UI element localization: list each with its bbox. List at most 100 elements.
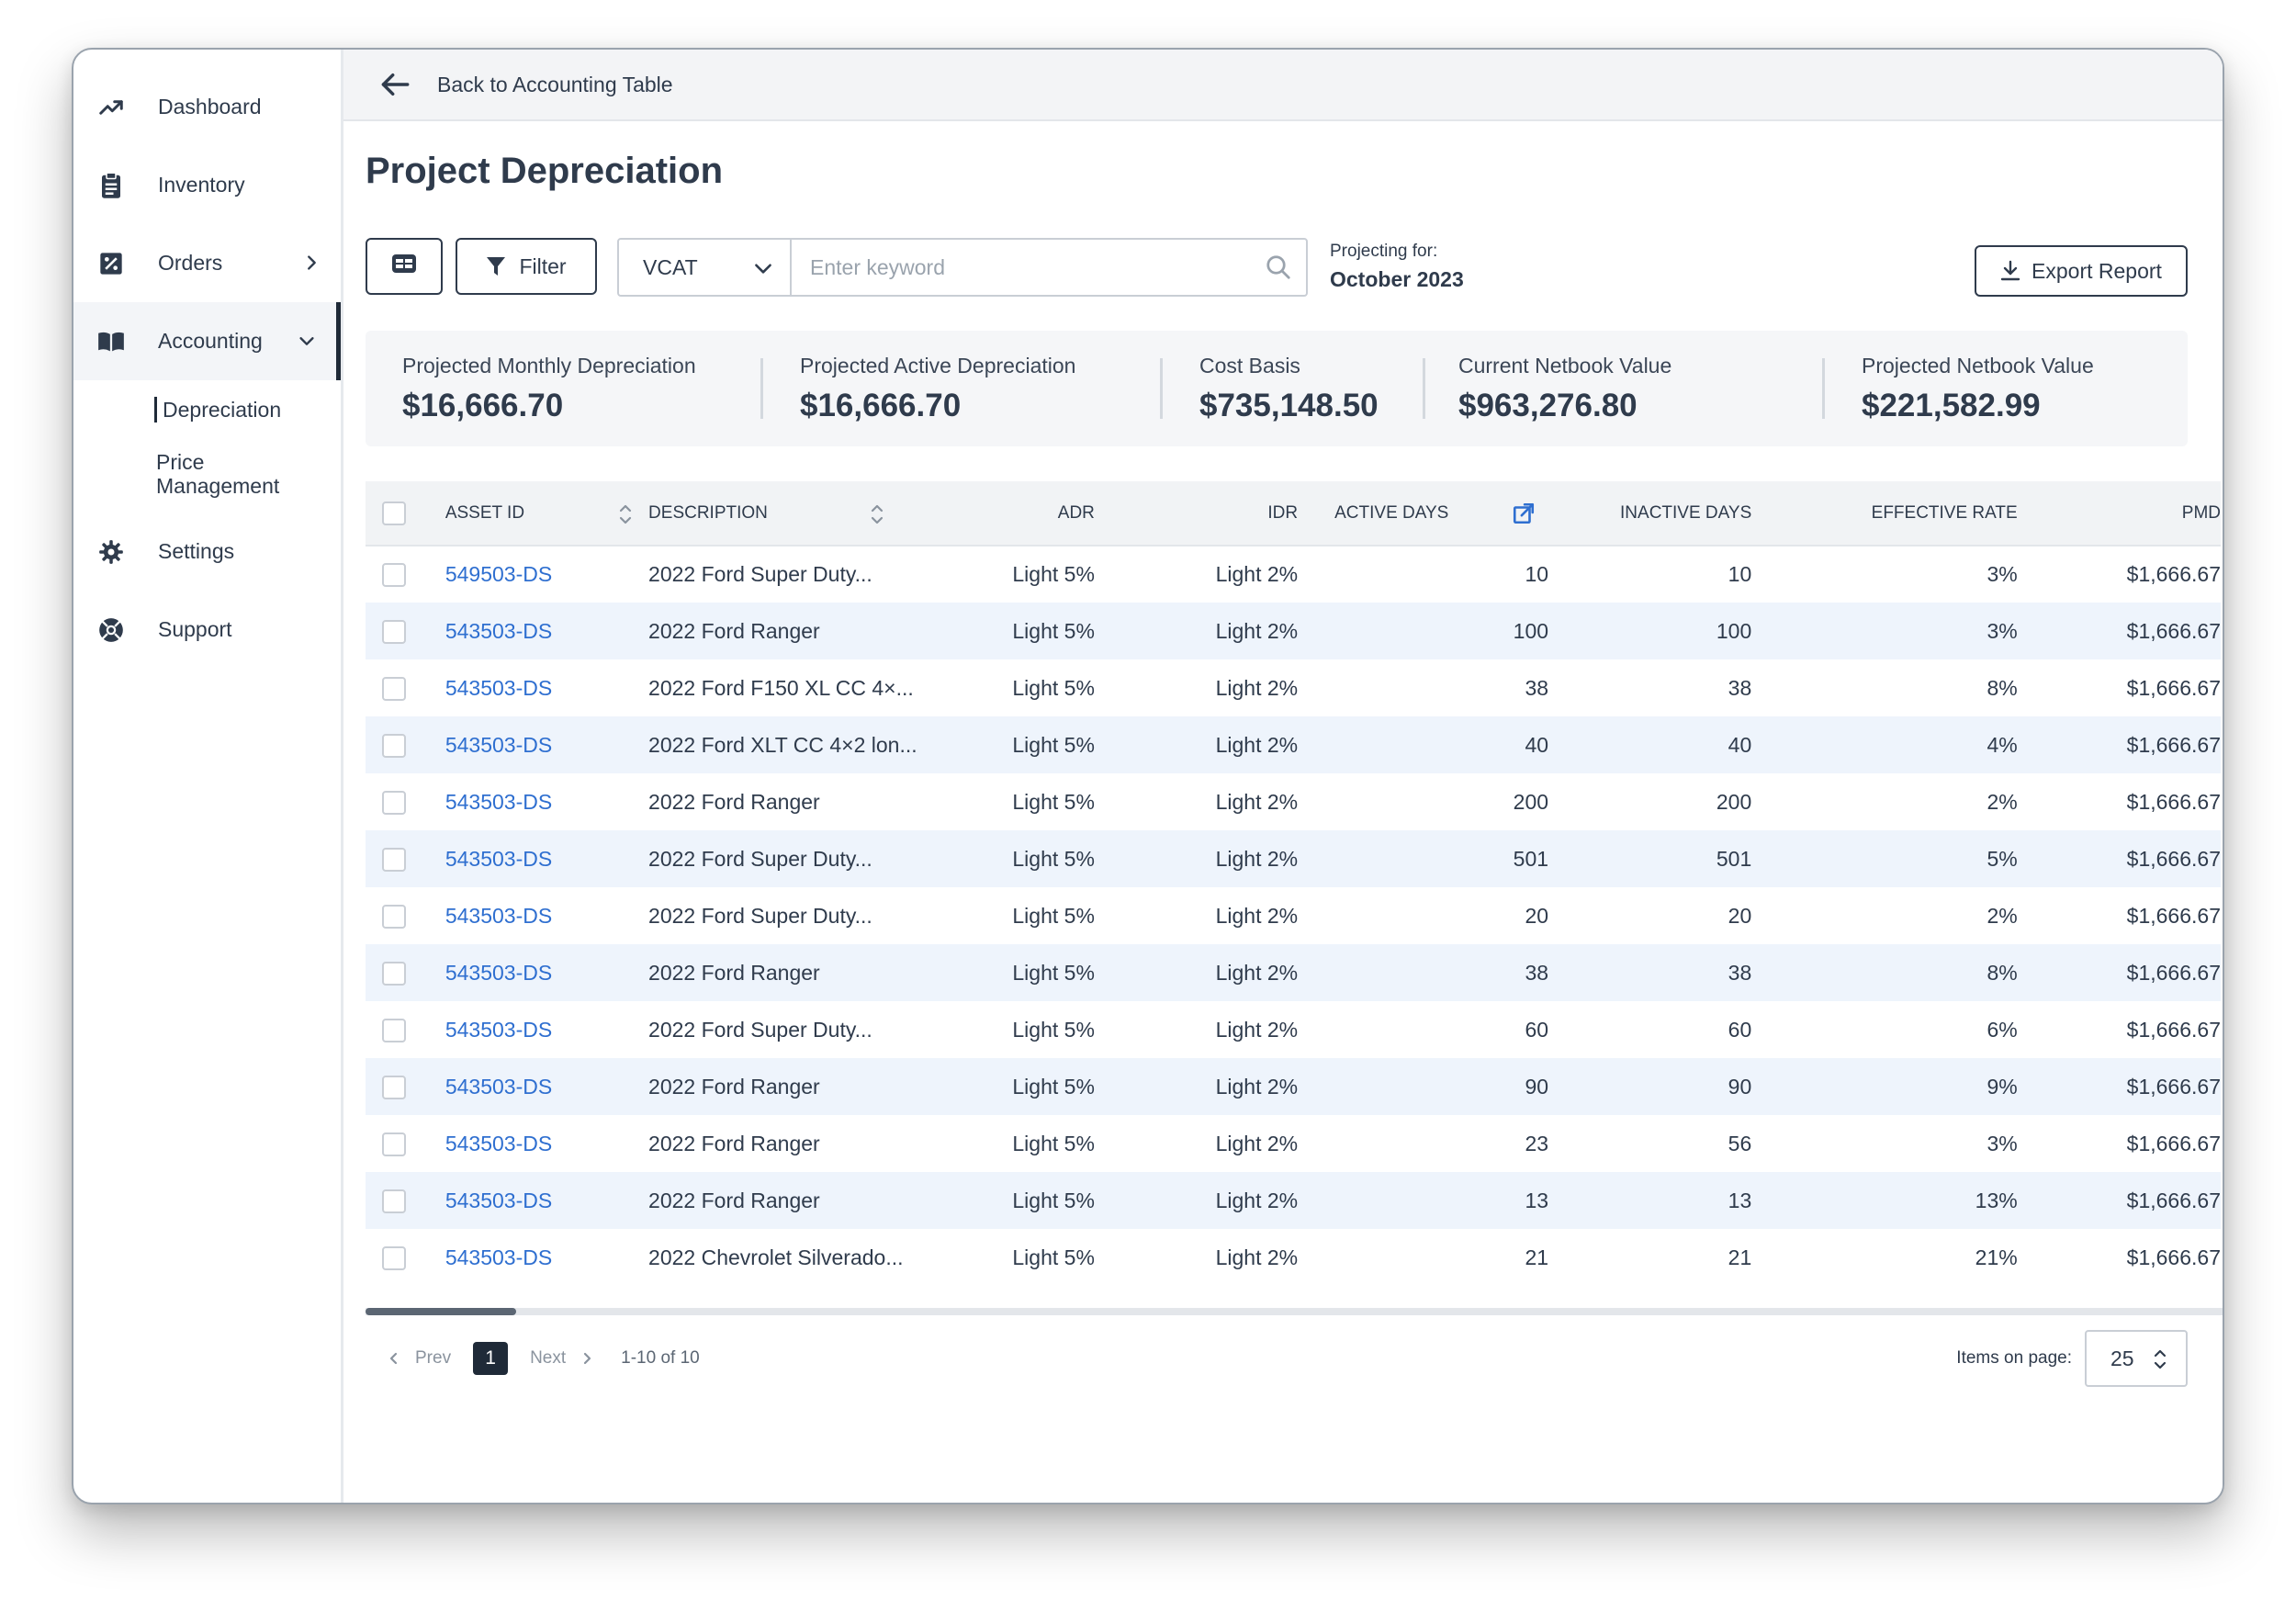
cell-idr: Light 2%: [1215, 732, 1299, 757]
asset-id-link[interactable]: 543503-DS: [445, 1074, 553, 1099]
column-adr: ADR: [933, 481, 1095, 546]
row-checkbox[interactable]: [382, 1075, 406, 1099]
table-row[interactable]: 549503-DS 2022 Ford Super Duty... Light …: [366, 546, 2221, 603]
table-row[interactable]: 543503-DS 2022 Ford Ranger Light 5% Ligh…: [366, 944, 2221, 1001]
row-checkbox[interactable]: [382, 961, 406, 986]
row-checkbox[interactable]: [382, 563, 406, 588]
cell-inactive-days: 40: [1728, 732, 1752, 757]
scrollbar-thumb[interactable]: [366, 1308, 516, 1315]
column-label: DESCRIPTION: [648, 502, 768, 523]
asset-id-link[interactable]: 543503-DS: [445, 1245, 553, 1269]
items-per-page-value: 25: [2110, 1346, 2134, 1370]
trending-up-icon: [97, 94, 125, 121]
cell-description: 2022 Ford Ranger: [648, 618, 820, 643]
items-per-page-select[interactable]: 25: [2085, 1330, 2188, 1387]
row-checkbox[interactable]: [382, 733, 406, 758]
divider: [760, 358, 763, 419]
projecting-period: Projecting for: October 2023: [1330, 242, 1464, 292]
row-checkbox[interactable]: [382, 1132, 406, 1156]
table-row[interactable]: 543503-DS 2022 Ford Ranger Light 5% Ligh…: [366, 1172, 2221, 1229]
row-checkbox[interactable]: [382, 847, 406, 872]
horizontal-scrollbar[interactable]: [366, 1308, 2223, 1315]
asset-id-link[interactable]: 543503-DS: [445, 846, 553, 871]
stat-label: Current Netbook Value: [1458, 353, 1672, 377]
asset-id-link[interactable]: 543503-DS: [445, 903, 553, 928]
asset-id-link[interactable]: 543503-DS: [445, 618, 553, 643]
chevron-down-icon: [294, 328, 320, 354]
cell-idr: Light 2%: [1215, 1131, 1299, 1155]
asset-id-link[interactable]: 543503-DS: [445, 732, 553, 757]
sidebar-item-accounting[interactable]: Accounting: [73, 302, 341, 380]
cell-inactive-days: 21: [1728, 1245, 1752, 1269]
next-page-button[interactable]: Next: [530, 1348, 593, 1369]
sidebar-item-dashboard[interactable]: Dashboard: [73, 68, 341, 146]
sidebar-subitem-price-management[interactable]: Price Management: [73, 439, 341, 513]
sidebar-subitem-label: Price Management: [156, 450, 280, 498]
depreciation-table: ASSET ID DESCRIPTION ADR IDR: [366, 481, 2221, 1286]
cell-effective-rate: 3%: [1986, 1131, 2018, 1155]
row-checkbox[interactable]: [382, 1245, 406, 1270]
sidebar-item-inventory[interactable]: Inventory: [73, 146, 341, 224]
column-description[interactable]: DESCRIPTION: [648, 481, 934, 546]
search-icon[interactable]: [1251, 240, 1306, 295]
cell-effective-rate: 4%: [1986, 732, 2018, 757]
row-checkbox[interactable]: [382, 904, 406, 929]
column-asset-id[interactable]: ASSET ID: [445, 481, 649, 546]
cell-pmd: $1,666.67: [2126, 1245, 2221, 1269]
sort-icon[interactable]: [867, 501, 887, 527]
table-row[interactable]: 543503-DS 2022 Chevrolet Silverado... Li…: [366, 1229, 2221, 1286]
asset-id-link[interactable]: 549503-DS: [445, 562, 553, 586]
cell-adr: Light 5%: [1012, 1188, 1095, 1212]
cell-pmd: $1,666.67: [2126, 789, 2221, 814]
cell-adr: Light 5%: [1012, 618, 1095, 643]
row-checkbox[interactable]: [382, 619, 406, 644]
cell-adr: Light 5%: [1012, 960, 1095, 985]
sidebar-item-support[interactable]: Support: [73, 591, 341, 669]
arrow-left-icon[interactable]: [380, 71, 411, 98]
export-report-button[interactable]: Export Report: [1975, 245, 2188, 297]
prev-page-button[interactable]: Prev: [388, 1348, 451, 1369]
table-row[interactable]: 543503-DS 2022 Ford Ranger Light 5% Ligh…: [366, 1115, 2221, 1172]
cell-effective-rate: 3%: [1986, 618, 2018, 643]
row-checkbox[interactable]: [382, 676, 406, 701]
row-checkbox[interactable]: [382, 1018, 406, 1042]
external-link-icon[interactable]: [1512, 501, 1536, 525]
table-row[interactable]: 543503-DS 2022 Ford XLT CC 4×2 lon... Li…: [366, 716, 2221, 773]
table-row[interactable]: 543503-DS 2022 Ford Ranger Light 5% Ligh…: [366, 1058, 2221, 1115]
asset-id-link[interactable]: 543503-DS: [445, 960, 553, 985]
asset-id-link[interactable]: 543503-DS: [445, 1017, 553, 1042]
depreciation-table-container: ASSET ID DESCRIPTION ADR IDR: [366, 481, 2223, 1315]
table-row[interactable]: 543503-DS 2022 Ford Super Duty... Light …: [366, 830, 2221, 887]
asset-id-link[interactable]: 543503-DS: [445, 1188, 553, 1212]
back-link[interactable]: Back to Accounting Table: [437, 72, 673, 96]
sidebar-item-label: Settings: [158, 539, 235, 563]
column-effective-rate: EFFECTIVE RATE: [1751, 481, 2018, 546]
stat-cost-basis: Cost Basis $735,148.50: [1163, 331, 1423, 446]
table-row[interactable]: 543503-DS 2022 Ford Super Duty... Light …: [366, 887, 2221, 944]
cell-adr: Light 5%: [1012, 846, 1095, 871]
row-checkbox[interactable]: [382, 1189, 406, 1213]
cell-inactive-days: 501: [1716, 846, 1752, 871]
row-checkbox[interactable]: [382, 790, 406, 815]
search-input[interactable]: [792, 240, 1251, 295]
table-row[interactable]: 543503-DS 2022 Ford Ranger Light 5% Ligh…: [366, 603, 2221, 659]
asset-id-link[interactable]: 543503-DS: [445, 675, 553, 700]
asset-id-link[interactable]: 543503-DS: [445, 1131, 553, 1155]
sidebar-item-orders[interactable]: Orders: [73, 224, 341, 302]
table-row[interactable]: 543503-DS 2022 Ford Super Duty... Light …: [366, 1001, 2221, 1058]
sidebar-item-settings[interactable]: Settings: [73, 513, 341, 591]
table-view-button[interactable]: [366, 238, 443, 295]
sidebar-subitem-depreciation[interactable]: Depreciation: [73, 380, 341, 439]
cell-pmd: $1,666.67: [2126, 1074, 2221, 1099]
table-row[interactable]: 543503-DS 2022 Ford Ranger Light 5% Ligh…: [366, 773, 2221, 830]
column-idr: IDR: [1094, 481, 1299, 546]
select-all-checkbox[interactable]: [382, 501, 406, 525]
search-category-value: VCAT: [643, 254, 698, 279]
stat-projected-monthly-depreciation: Projected Monthly Depreciation $16,666.7…: [366, 331, 760, 446]
search-category-select[interactable]: VCAT: [619, 240, 792, 295]
sort-icon[interactable]: [615, 501, 636, 527]
table-row[interactable]: 543503-DS 2022 Ford F150 XL CC 4×... Lig…: [366, 659, 2221, 716]
page-number-current[interactable]: 1: [473, 1342, 509, 1375]
filter-button[interactable]: Filter: [456, 238, 597, 295]
asset-id-link[interactable]: 543503-DS: [445, 789, 553, 814]
